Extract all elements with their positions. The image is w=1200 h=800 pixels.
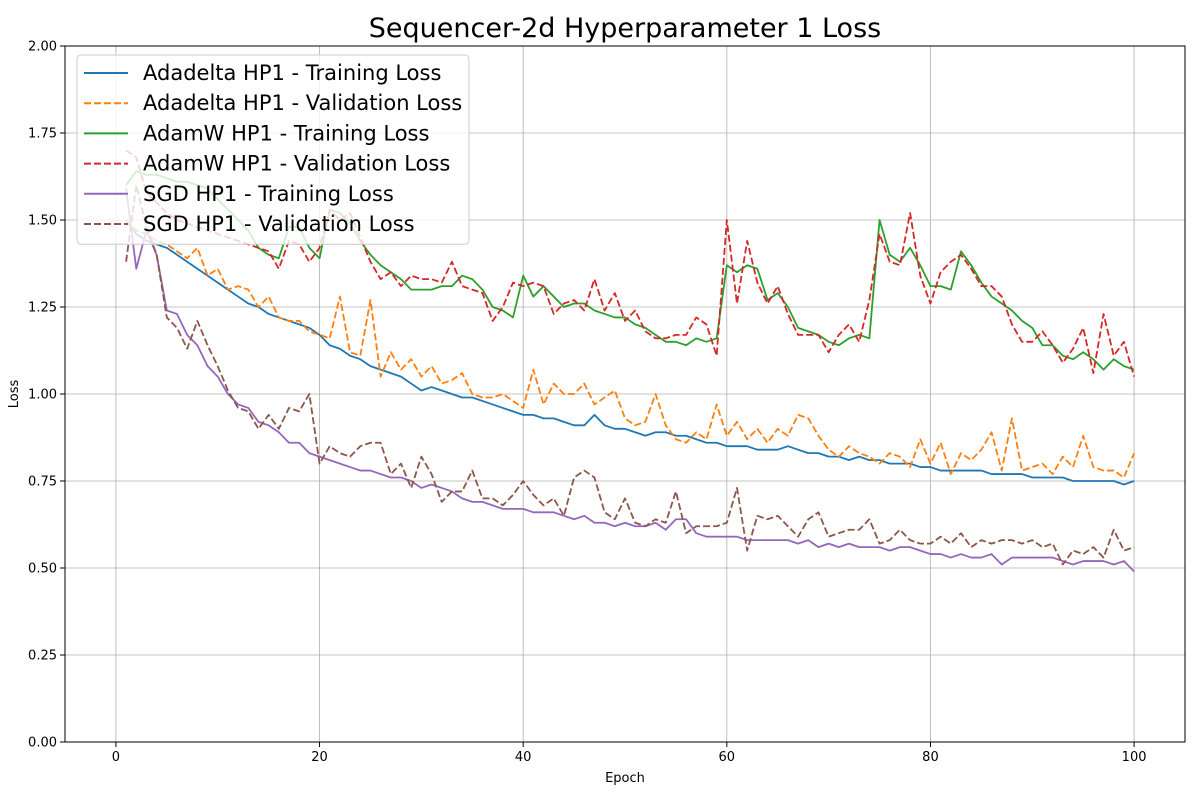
y-tick-label: 2.00 (28, 40, 57, 55)
series-line-6 (125, 184, 1135, 566)
x-tick-label: 20 (311, 750, 328, 765)
chart-title: Sequencer-2d Hyperparameter 1 Loss (369, 13, 881, 44)
axis-ticks: 0 20 40 60 80 100 0.00 0.25 0.50 0.75 1.00 1.25 1.50… (28, 40, 1146, 766)
series-lines (125, 149, 1135, 573)
legend-label: SGD HP1 - Validation Loss (143, 212, 415, 236)
x-tick-label: 60 (719, 750, 736, 765)
x-axis-title: Epoch (605, 771, 645, 786)
x-tick-label: 0 (112, 750, 120, 765)
legend-label: SGD HP1 - Training Loss (143, 182, 394, 206)
y-tick-label: 1.50 (28, 214, 57, 229)
y-tick-label: 1.00 (28, 388, 57, 403)
series-line-1 (125, 219, 1135, 486)
y-tick-label: 0.00 (28, 736, 57, 751)
legend-label: AdamW HP1 - Validation Loss (143, 152, 450, 176)
legend-label: Adadelta HP1 - Validation Loss (143, 91, 462, 115)
x-tick-label: 80 (922, 750, 939, 765)
y-tick-label: 1.75 (28, 127, 57, 142)
y-tick-label: 0.50 (28, 562, 57, 577)
series-line-2 (125, 219, 1135, 479)
y-tick-label: 0.75 (28, 475, 57, 490)
legend-label: AdamW HP1 - Training Loss (143, 121, 429, 145)
legend-label: Adadelta HP1 - Training Loss (143, 61, 441, 85)
x-tick-label: 40 (515, 750, 532, 765)
legend: Adadelta HP1 - Training Loss Adadelta HP1… (76, 54, 470, 245)
x-tick-label: 100 (1122, 750, 1147, 765)
y-tick-label: 0.25 (28, 649, 57, 664)
y-tick-label: 1.25 (28, 301, 57, 316)
y-axis-title: Loss (7, 380, 22, 409)
legend-box (76, 54, 470, 245)
series-line-5 (125, 188, 1135, 573)
